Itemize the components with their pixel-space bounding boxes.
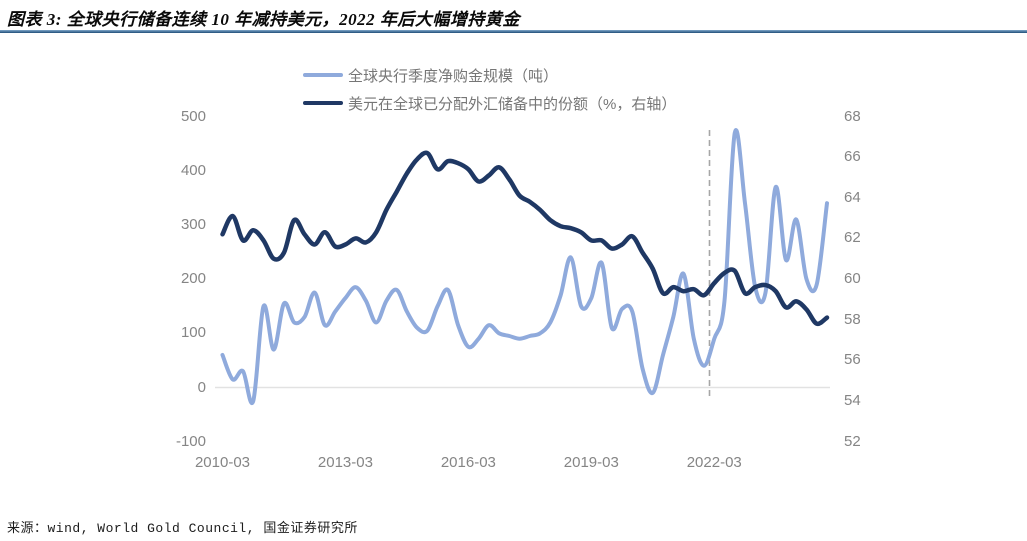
chart-legend: 全球央行季度净购金规模（吨） 美元在全球已分配外汇储备中的份额（%，右轴） — [303, 61, 676, 117]
axis-tick-label: 62 — [844, 229, 861, 247]
axis-tick-label: 500 — [180, 107, 206, 125]
axis-tick-label: 56 — [844, 351, 861, 369]
legend-label: 全球央行季度净购金规模（吨） — [348, 67, 559, 85]
source-note: 来源：wind, World Gold Council, 国金证券研究所 — [7, 521, 358, 536]
axis-tick-label: 2016-03 — [440, 454, 496, 471]
title-underline-rule — [0, 30, 1027, 33]
series-usd-share-line — [220, 150, 830, 327]
axis-tick-label: 60 — [844, 270, 861, 287]
axis-tick-label: 58 — [844, 310, 861, 328]
axis-tick-label: 400 — [180, 161, 206, 179]
axis-tick-label: 66 — [844, 148, 861, 166]
axis-tick-label: 68 — [844, 107, 861, 125]
axis-tick-label: 300 — [180, 215, 206, 233]
axis-tick-label: 2019-03 — [563, 454, 619, 471]
axis-tick-label: 2013-03 — [317, 454, 373, 471]
legend-swatch-gold-line — [303, 73, 343, 77]
axis-tick-label: 2010-03 — [194, 454, 251, 471]
axis-tick-label: 0 — [197, 378, 206, 396]
axis-tick-label: 52 — [844, 432, 861, 450]
axis-tick-label: 64 — [844, 188, 861, 206]
legend-item-gold-purchases: 全球央行季度净购金规模（吨） — [303, 61, 676, 89]
axis-tick-label: -100 — [175, 432, 206, 450]
axis-tick-label: 200 — [180, 270, 206, 288]
axis-tick-label: 2022-03 — [686, 454, 742, 471]
chart-title: 图表 3: 全球央行储备连续 10 年减持美元，2022 年后大幅增持黄金 — [7, 10, 520, 29]
legend-swatch-usd-line — [303, 101, 343, 105]
axis-tick-label: 100 — [180, 324, 206, 342]
legend-item-usd-share: 美元在全球已分配外汇储备中的份额（%，右轴） — [303, 89, 676, 117]
series-gold-purchases-line — [220, 128, 829, 406]
axis-tick-label: 54 — [844, 391, 861, 409]
legend-label: 美元在全球已分配外汇储备中的份额（%，右轴） — [348, 95, 677, 113]
